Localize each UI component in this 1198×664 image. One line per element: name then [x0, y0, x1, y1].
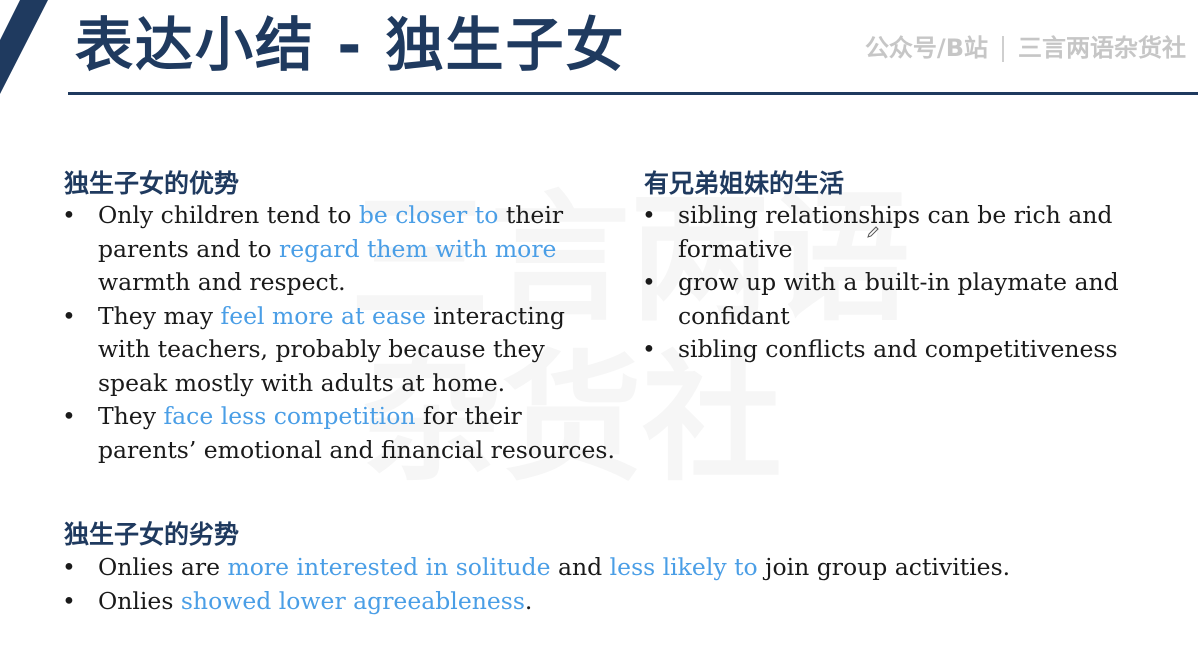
list-item: Onlies are more interested in solitude a…	[62, 551, 1162, 585]
siblings-list: sibling relationships can be rich and fo…	[642, 199, 1122, 367]
highlight-phrase: less likely to	[609, 553, 758, 581]
brand-separator	[1002, 36, 1004, 62]
brand-channel: 公众号/B站	[864, 34, 988, 62]
highlight-phrase: face less competition	[163, 402, 416, 430]
list-item: They may feel more at ease interacting w…	[62, 300, 568, 401]
advantages-heading: 独生子女的优势	[64, 169, 240, 198]
pencil-cursor-icon	[867, 226, 879, 238]
header-divider	[68, 92, 1198, 95]
list-item: They face less competition for their par…	[62, 400, 622, 467]
highlight-phrase: be closer to	[358, 201, 499, 229]
list-item: Onlies showed lower agreeableness.	[62, 585, 1162, 619]
highlight-phrase: regard them with more	[279, 234, 557, 263]
advantages-list: Only children tend to be closer to their…	[62, 199, 622, 467]
page-title: 表达小结 - 独生子女	[75, 11, 626, 79]
list-item: sibling relationships can be rich and fo…	[642, 199, 1122, 266]
highlight-phrase: feel more at ease	[220, 301, 426, 330]
brand-watermark: 公众号/B站 三言两语杂货社	[865, 28, 1186, 63]
disadvantages-heading: 独生子女的劣势	[64, 520, 240, 549]
disadvantages-list: Onlies are more interested in solitude a…	[62, 551, 1162, 618]
brand-name: 三言两语杂货社	[1018, 34, 1186, 62]
list-item: grow up with a built-in playmate and con…	[642, 266, 1122, 333]
corner-decoration-inner	[0, 0, 20, 40]
highlight-phrase: more interested in solitude	[227, 553, 551, 581]
list-item: Only children tend to be closer to their…	[62, 199, 622, 300]
siblings-heading: 有兄弟姐妹的生活	[644, 169, 845, 198]
list-item: sibling conflicts and competitiveness	[642, 333, 1122, 367]
highlight-phrase: showed lower agreeableness	[180, 586, 525, 615]
